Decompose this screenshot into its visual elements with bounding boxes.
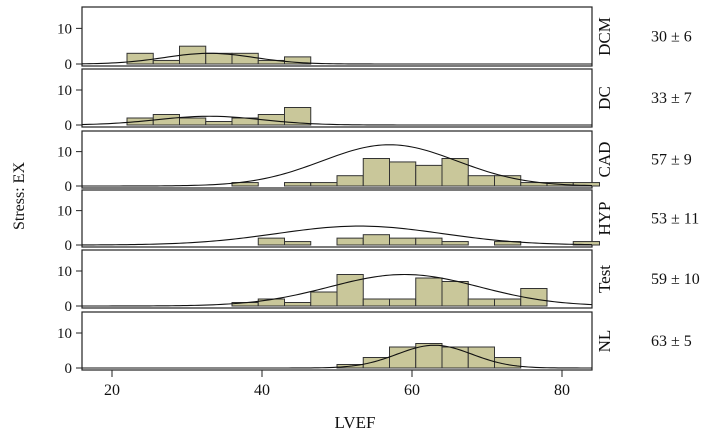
panel-stat: 53 ± 11 (651, 211, 699, 228)
panel-frame (81, 311, 593, 371)
y-axis-title: Stress: EX (11, 162, 28, 230)
histogram-bar (441, 241, 469, 246)
normal-curve (81, 225, 593, 246)
panel-frame (81, 68, 593, 128)
panel-stat: 30 ± 6 (651, 29, 692, 46)
x-axis: 20 40 60 80 (104, 370, 570, 399)
histogram-bar (257, 298, 285, 307)
panel-test: 0 10 Test 59 ± 10 (57, 249, 700, 315)
histogram-bar (310, 182, 338, 187)
histogram-bar (494, 357, 522, 369)
normal-curve (82, 144, 593, 187)
histogram-bar (441, 281, 469, 307)
histogram-bar (152, 59, 180, 65)
y-tick-label: 10 (57, 204, 72, 220)
histogram-bar (231, 182, 259, 187)
histogram-bar (415, 237, 443, 246)
x-tick-label: 20 (104, 382, 120, 399)
panel-dc: 0 10 DC 33 ± 7 (57, 68, 692, 134)
normal-curve (81, 115, 592, 126)
panel-frame (81, 130, 593, 189)
histogram-bar (257, 237, 285, 246)
histogram-bar (415, 164, 443, 187)
histogram-bar (520, 288, 548, 307)
histogram-bar (231, 52, 259, 65)
normal-curve (82, 344, 593, 369)
histogram-bar (284, 107, 312, 126)
histogram-bar (467, 298, 495, 307)
y-tick-label: 10 (57, 83, 72, 99)
normal-curve (81, 52, 592, 65)
histogram-bar (284, 302, 312, 307)
panel-label: NL (595, 330, 614, 353)
histogram-bar (494, 298, 522, 307)
y-tick-label: 10 (57, 145, 72, 161)
histogram-bar (389, 346, 417, 369)
x-axis-title: LVEF (335, 413, 376, 432)
y-tick-label: 0 (65, 299, 73, 315)
histogram-bar (572, 182, 600, 187)
histogram-bar (362, 234, 390, 246)
histogram-bar (362, 158, 390, 187)
panels: 0 10 DCM 30 ± 6 0 10 DC 33 ± 7 0 10 CAD 57 ± 9 0 10 HY… (57, 6, 700, 377)
panel-nl: 0 10 NL 63 ± 5 (57, 311, 692, 377)
panel-frame (81, 249, 593, 309)
histogram-bar (389, 298, 417, 307)
panel-label: Test (595, 265, 614, 293)
x-tick-label: 80 (554, 382, 570, 399)
panel-stat: 59 ± 10 (651, 271, 700, 288)
panel-frame (81, 189, 593, 248)
panel-hyp: 0 10 HYP 53 ± 11 (57, 189, 699, 254)
histogram-bar (205, 121, 233, 126)
panel-stat: 33 ± 7 (651, 90, 692, 107)
x-tick-label: 40 (254, 382, 270, 399)
histogram-bar (362, 298, 390, 307)
histogram-bar (336, 175, 364, 187)
y-tick-label: 0 (65, 57, 73, 73)
y-tick-label: 10 (57, 264, 72, 280)
histogram-bar (441, 346, 469, 369)
y-tick-label: 10 (57, 21, 72, 37)
x-tick-label: 60 (404, 382, 420, 399)
histogram-bar (441, 158, 469, 187)
panel-label: DCM (595, 17, 614, 56)
histogram-bar (362, 357, 390, 369)
histogram-bar (205, 52, 233, 65)
y-tick-label: 0 (65, 118, 73, 134)
y-tick-label: 0 (65, 179, 73, 195)
histogram-bar (284, 182, 312, 187)
panel-label: DC (595, 86, 614, 110)
histogram-bar (389, 161, 417, 187)
histogram-bar (310, 291, 338, 307)
histogram-bar (336, 237, 364, 246)
histogram-bar (179, 117, 207, 126)
panel-frame (81, 6, 593, 67)
histogram-bar (389, 237, 417, 246)
histogram-bar (415, 343, 443, 369)
y-tick-label: 0 (65, 238, 73, 254)
histogram-bar (467, 175, 495, 187)
panel-stat: 63 ± 5 (651, 333, 692, 350)
panel-label: CAD (595, 142, 614, 178)
histogram-bar (126, 52, 154, 65)
panel-label: HYP (595, 201, 614, 235)
normal-curve (82, 273, 593, 307)
histogram-bar (284, 241, 312, 246)
histogram-bar (284, 56, 312, 65)
panel-stat: 57 ± 9 (651, 152, 692, 169)
y-tick-label: 10 (57, 326, 72, 342)
panel-cad: 0 10 CAD 57 ± 9 (57, 130, 692, 195)
y-tick-label: 0 (65, 361, 73, 377)
panel-dcm: 0 10 DCM 30 ± 6 (57, 6, 692, 73)
histogram-bar (494, 175, 522, 187)
histogram-bar (415, 277, 443, 307)
